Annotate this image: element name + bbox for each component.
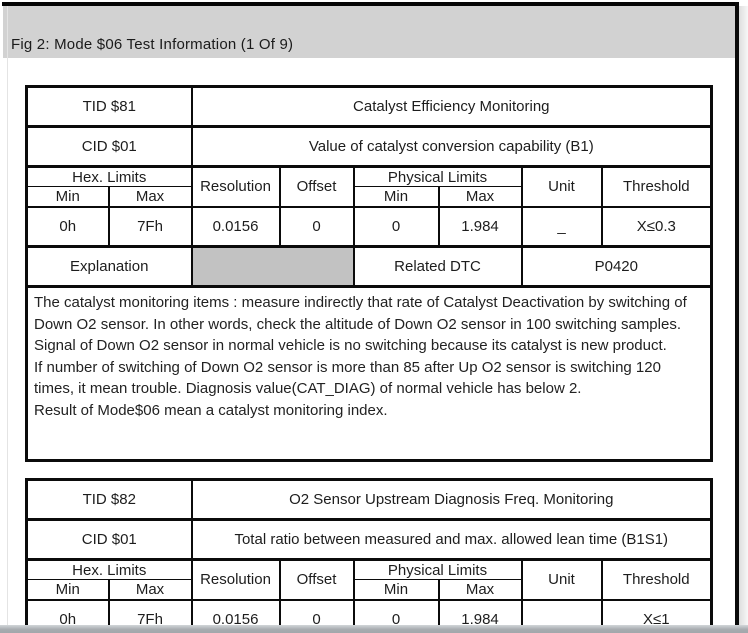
phys-max-value: 1.984: [437, 205, 523, 248]
resolution-header: Resolution: [190, 165, 281, 208]
resolution-header: Resolution: [190, 558, 281, 601]
header-row-minmax: Min Max Min Max: [25, 579, 712, 601]
hex-min-value: 0h: [25, 205, 110, 248]
values-row: 0h 7Fh 0.0156 0 0 1.984 _ X≤0.3: [25, 205, 713, 248]
tid-row: TID $82 O2 Sensor Upstream Diagnosis Fre…: [25, 478, 713, 521]
related-dtc-label-cell: Related DTC: [352, 245, 523, 288]
test-table-tid81: TID $81 Catalyst Efficiency Monitoring C…: [25, 85, 714, 462]
horizontal-scrollbar[interactable]: [0, 625, 748, 633]
phys-min-value: 0: [352, 205, 440, 248]
header-row-groups: Hex. Limits Resolution Offset Physical L…: [25, 165, 713, 208]
explanation-line: The catalyst monitoring items : measure …: [34, 294, 687, 333]
unit-value: _: [520, 205, 603, 248]
values-row: 0h 7Fh 0.0156 0 0 1.984 _ X≤1: [25, 598, 713, 633]
phys-min-header: Min: [352, 579, 440, 601]
unit-header: Unit: [520, 165, 603, 208]
tid-row: TID $81 Catalyst Efficiency Monitoring: [25, 85, 713, 128]
cid-row: CID $01 Value of catalyst conversion cap…: [25, 125, 713, 168]
phys-min-header: Min: [352, 186, 440, 208]
tid-cell: TID $82: [25, 478, 193, 521]
offset-header: Offset: [278, 558, 355, 601]
hex-limits-header: Hex. Limits: [25, 558, 193, 580]
cid-cell: CID $01: [25, 125, 193, 168]
window-top-border: [2, 2, 739, 6]
tid-description-cell: O2 Sensor Upstream Diagnosis Freq. Monit…: [190, 478, 713, 521]
test-table-tid82: TID $82 O2 Sensor Upstream Diagnosis Fre…: [25, 478, 714, 633]
explanation-line: Signal of Down O2 sensor in normal vehic…: [34, 337, 667, 355]
hex-min-header: Min: [25, 579, 110, 601]
window-right-border: [735, 2, 739, 633]
cid-description-cell: Value of catalyst conversion capability …: [190, 125, 713, 168]
explanation-text-row: The catalyst monitoring items : measure …: [25, 285, 713, 462]
figure-caption: Fig 2: Mode $06 Test Information (1 Of 9…: [11, 36, 294, 53]
hex-max-value: 7Fh: [107, 205, 193, 248]
resolution-value: 0.0156: [190, 205, 281, 248]
offset-header: Offset: [278, 165, 355, 208]
cid-cell: CID $01: [25, 518, 193, 561]
header-row-groups: Hex. Limits Resolution Offset Physical L…: [25, 558, 713, 601]
related-dtc-value-cell: P0420: [520, 245, 713, 288]
header-row-minmax: Min Max Min Max: [25, 186, 712, 208]
threshold-header: Threshold: [600, 165, 713, 208]
explanation-text-cell: The catalyst monitoring items : measure …: [25, 285, 713, 462]
window-left-border: [7, 6, 8, 625]
offset-value: 0: [278, 205, 355, 248]
hex-max-header: Max: [107, 186, 193, 208]
explanation-line: If number of switching of Down O2 sensor…: [34, 358, 661, 398]
threshold-header: Threshold: [600, 558, 713, 601]
phys-max-header: Max: [437, 579, 523, 601]
explanation-label-cell: Explanation: [25, 245, 193, 288]
gray-filler-cell: [190, 245, 355, 288]
unit-header: Unit: [520, 558, 603, 601]
window-right-shadow: [739, 6, 748, 633]
phys-max-header: Max: [437, 186, 523, 208]
hex-limits-header: Hex. Limits: [25, 165, 193, 187]
hex-min-header: Min: [25, 186, 110, 208]
threshold-value: X≤0.3: [600, 205, 713, 248]
physical-limits-header: Physical Limits: [352, 558, 523, 580]
hex-max-header: Max: [107, 579, 193, 601]
cid-description-cell: Total ratio between measured and max. al…: [190, 518, 713, 561]
cid-row: CID $01 Total ratio between measured and…: [25, 518, 713, 561]
explanation-line: Result of Mode$06 mean a catalyst monito…: [34, 401, 388, 419]
explanation-header-row: Explanation Related DTC P0420: [25, 245, 713, 288]
physical-limits-header: Physical Limits: [352, 165, 523, 187]
tid-description-cell: Catalyst Efficiency Monitoring: [190, 85, 713, 128]
figure-caption-bar: Fig 2: Mode $06 Test Information (1 Of 9…: [3, 6, 735, 58]
tid-cell: TID $81: [25, 85, 193, 128]
